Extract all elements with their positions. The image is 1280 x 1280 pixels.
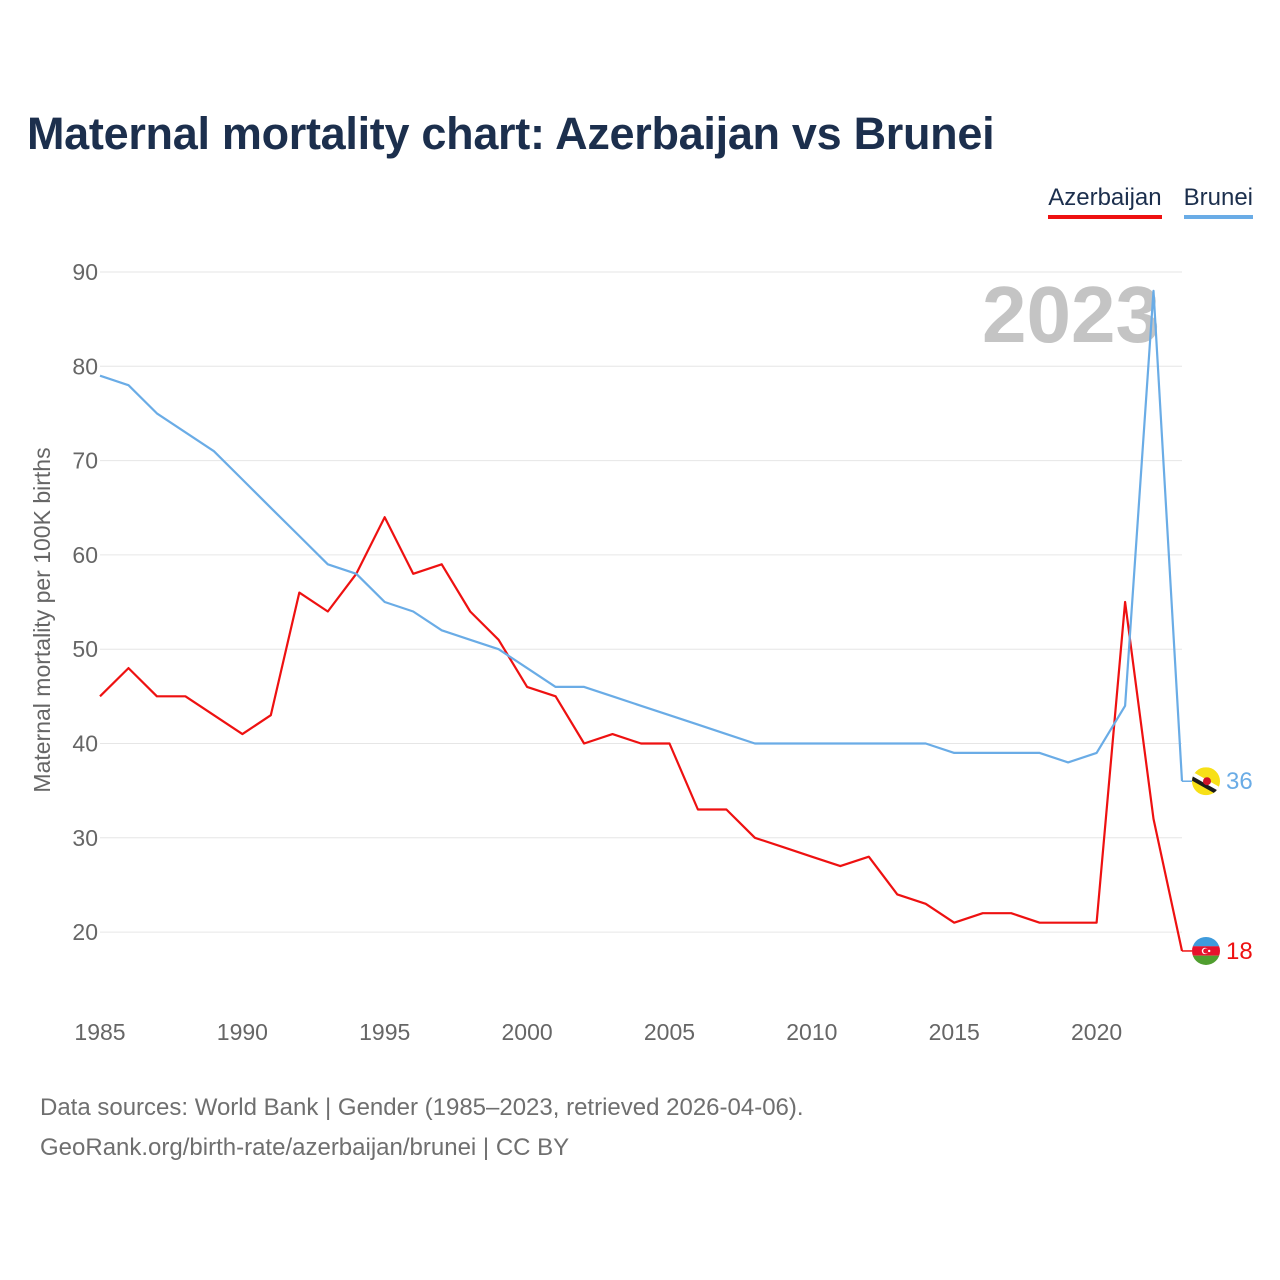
x-tick-label-2000: 2000 [502, 1019, 553, 1045]
line-chart: 20 30 40 50 60 70 80 90 1985 1990 1995 2000 2005 2010… [29, 259, 1253, 1045]
end-value-label-azerbaijan: 18 [1226, 938, 1253, 965]
x-tick-label-2005: 2005 [644, 1019, 695, 1045]
x-tick-label-2010: 2010 [786, 1019, 837, 1045]
chart-title: Maternal mortality chart: Azerbaijan vs … [27, 108, 995, 159]
year-watermark: 2023 [982, 270, 1160, 359]
y-tick-label-70: 70 [72, 448, 98, 474]
y-tick-label-80: 80 [72, 353, 98, 379]
y-tick-label-90: 90 [72, 259, 98, 285]
series-line-brunei [99, 289, 1184, 782]
x-tick-label-1995: 1995 [359, 1019, 410, 1045]
series-line-azerbaijan [99, 516, 1184, 952]
brunei-flag-icon [1192, 767, 1220, 796]
y-tick-label-60: 60 [72, 542, 98, 568]
y-tick-label-30: 30 [72, 825, 98, 851]
source-line-2[interactable]: GeoRank.org/birth-rate/azerbaijan/brunei… [40, 1134, 570, 1161]
legend: Azerbaijan Brunei [1048, 184, 1253, 219]
legend-item-brunei[interactable]: Brunei [1183, 184, 1253, 219]
y-tick-label-20: 20 [72, 919, 98, 945]
end-value-label-brunei: 36 [1226, 768, 1253, 795]
source-note: Data sources: World Bank | Gender (1985–… [40, 1088, 804, 1168]
legend-item-azerbaijan[interactable]: Azerbaijan [1048, 184, 1162, 219]
source-line-1: Data sources: World Bank | Gender (1985–… [40, 1094, 804, 1121]
y-tick-label-50: 50 [72, 636, 98, 662]
azerbaijan-flag-icon [1192, 936, 1220, 965]
x-tick-label-1985: 1985 [74, 1019, 125, 1045]
x-tick-label-2020: 2020 [1071, 1019, 1122, 1045]
y-axis-label: Maternal mortality per 100K births [29, 447, 55, 792]
y-tick-label-40: 40 [72, 731, 98, 757]
x-tick-label-1990: 1990 [217, 1019, 268, 1045]
x-tick-label-2015: 2015 [929, 1019, 980, 1045]
